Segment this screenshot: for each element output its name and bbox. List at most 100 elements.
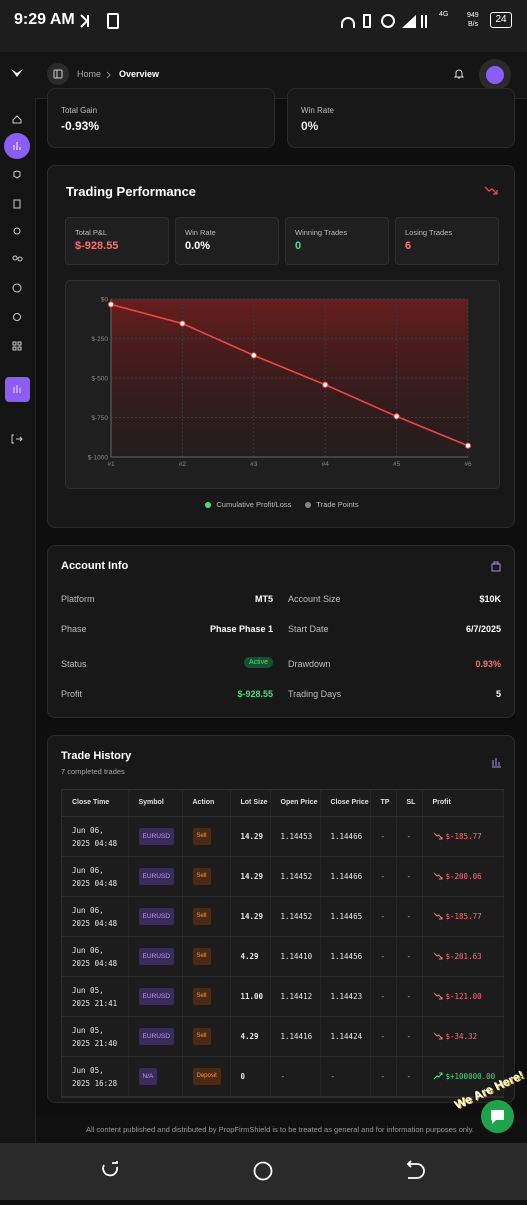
cell: Sell [182,976,231,1017]
stat-label: Win Rate [185,228,216,237]
legend-label: Trade Points [316,500,359,509]
network: 4G [439,11,449,18]
breadcrumb-current: Overview [119,69,160,79]
cell: $-185.77 [422,816,504,857]
trade-row: Jun 06, 2025 04:48 EURUSD Sell 14.29 1.14453… [62,816,504,857]
trade-row: Jun 05, 2025 16:28 N/A Deposit 0 - - - - $+10000… [62,1056,504,1097]
table-wrap: Close Time Symbol Action Lot Size Open Price… [61,789,504,1098]
cell-text: - [280,1072,286,1081]
x-tick-label: #4 [322,461,330,468]
recents-button[interactable] [102,1161,119,1177]
cell-text: - [406,832,412,841]
cell-text: 1.14423 [330,992,363,1001]
chart-icon [492,758,501,768]
legend-swatch [305,501,312,508]
x-tick-label: #1 [107,461,115,468]
trade-row: Jun 06, 2025 04:48 EURUSD Sell 14.29 1.14452… [62,896,504,937]
cell: EURUSD [128,936,183,977]
footer-text: All content published and distributed by… [86,1125,475,1134]
cell: - [370,816,397,857]
cell-text: 14.29 [240,832,264,841]
symbol-badge: EURUSD [138,908,174,925]
x-tick-label: #3 [250,461,258,468]
info-label: Status [61,659,87,669]
trade-point [464,442,472,449]
notifications[interactable] [453,68,465,80]
legend-label: Cumulative Profit/Loss [216,500,292,509]
cell-text: - [380,832,386,841]
stat-box: Total P&L $-928.55 [65,217,169,265]
y-tick-label: $0 [101,297,109,304]
cell: Jun 06, 2025 04:48 [62,936,129,977]
sidebar-toggle[interactable] [47,63,69,85]
x-tick-label: #5 [393,461,401,468]
cell-text: - [380,1072,386,1081]
column-header: SL [396,790,423,817]
trade-point [179,320,186,327]
info-value: 6/7/2025 [465,624,501,634]
stat-value: 6 [405,240,412,252]
cell: Sell [182,936,231,977]
trend-icon [433,992,442,1000]
action-badge: Sell [192,1028,211,1045]
home-button[interactable] [253,1161,273,1181]
column-header: Action [182,790,231,817]
logo [11,69,23,77]
cell-text: Jun 05, 2025 21:41 [72,985,118,1008]
cell: Jun 06, 2025 04:48 [62,896,129,937]
info-label: Profit [61,689,83,699]
y-tick-label: $-250 [91,336,108,343]
trend-icon [433,1072,442,1080]
cell: EURUSD [128,856,183,897]
x-tick-label: #2 [179,461,187,468]
breadcrumb-separator [106,71,111,79]
column-header: TP [370,790,397,817]
legend-item: Trade Points [305,500,359,509]
cell-text: - [380,872,386,881]
cell-text: 4.29 [240,1032,259,1041]
cell-text: - [330,1072,336,1081]
cell: 4.29 [230,936,271,977]
cell-text: 4.29 [240,952,259,961]
battery: 24 [490,12,512,28]
trend-icon [433,952,442,960]
info-value: $-928.55 [237,689,273,699]
cell: - [370,936,397,977]
cell: - [396,1016,423,1057]
symbol-badge: EURUSD [138,828,174,845]
net-speed: 949 [467,12,479,19]
info-value: 5 [495,689,501,699]
cell-text: - [380,1032,386,1041]
breadcrumb-home[interactable]: Home [77,69,102,79]
info-label: Trading Days [288,689,342,699]
column-header: Symbol [128,790,183,817]
back-button[interactable] [406,1160,425,1179]
cell-text: 1.14410 [280,952,313,961]
cell-text: Jun 06, 2025 04:48 [72,905,118,928]
cell-text: 14.29 [240,912,264,921]
info-label: Start Date [288,624,329,634]
cell: - [396,1056,423,1097]
cell: 1.14452 [270,856,321,897]
cell: Jun 06, 2025 04:48 [62,816,129,857]
column-header: Lot Size [230,790,271,817]
info-label: Phase [61,624,87,634]
trade-row: Jun 05, 2025 21:41 EURUSD Sell 11.00 1.14412… [62,976,504,1017]
summary-label: Total Gain [61,106,98,115]
profit-value: $-201.63 [445,952,482,961]
cell-text: Jun 06, 2025 04:48 [72,825,118,848]
cell: - [320,1056,371,1097]
cell: 14.29 [230,816,271,857]
stat-label: Winning Trades [295,228,348,237]
nav-icons [11,115,23,444]
action-badge: Sell [192,988,211,1005]
chat-button[interactable] [481,1100,514,1133]
action-badge: Sell [192,908,211,925]
cell: - [370,856,397,897]
cell-text: 1.14466 [330,872,363,881]
avatar-button[interactable] [479,59,511,91]
trade-point [322,381,329,388]
status-icons [80,13,119,29]
profit-value: $-185.77 [445,912,482,921]
